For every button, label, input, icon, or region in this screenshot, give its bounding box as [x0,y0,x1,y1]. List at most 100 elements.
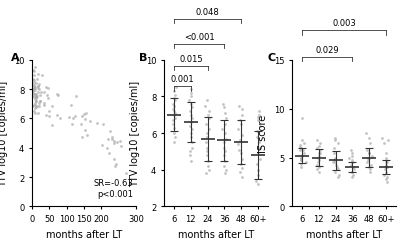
Point [78,136,85,140]
Point [66,116,72,120]
Point [204,113,211,117]
Point [255,152,261,156]
Point [170,110,177,114]
Point [55,93,62,98]
Point [30,86,37,90]
Point [316,144,322,148]
Point [36,100,43,104]
Point [329,161,336,165]
Point [171,126,177,130]
Point [41,90,48,94]
Point [366,156,372,160]
Point [41,103,48,107]
Point [298,156,304,160]
Point [29,105,35,109]
Point [170,113,177,117]
Point [221,106,228,110]
Point [35,84,41,88]
Point [222,172,228,176]
Point [297,148,304,152]
Point [254,115,261,119]
Point [297,143,304,147]
Point [237,139,244,143]
Point [383,158,390,162]
Point [203,122,209,127]
Point [82,117,88,121]
Point [204,99,210,103]
Point [349,154,356,158]
Point [220,102,227,106]
Point [31,84,38,88]
Point [104,137,111,141]
Point [253,179,259,183]
Point [112,163,119,167]
Point [366,151,372,155]
Point [239,133,246,137]
Point [364,161,370,165]
Point [114,140,120,144]
Point [32,106,39,110]
Point [31,93,37,97]
Point [257,157,263,161]
Point [33,95,39,99]
Point [314,168,320,172]
Point [381,141,387,145]
Point [54,114,61,118]
Point [84,134,90,138]
Point [223,168,230,172]
Point [106,151,112,155]
Point [171,132,177,136]
Point [39,74,45,78]
Point [78,122,84,126]
Point [31,79,38,83]
Point [334,166,340,170]
Point [256,110,262,114]
Point [32,93,38,97]
Point [314,138,320,142]
Point [300,148,306,152]
Point [238,163,244,167]
Point [206,117,212,121]
Y-axis label: TTV log10 [copies/ml]: TTV log10 [copies/ml] [130,81,140,186]
Point [173,86,180,90]
Point [34,90,41,94]
Point [298,156,304,160]
X-axis label: months after LT: months after LT [178,229,254,239]
Point [57,117,63,121]
Point [315,156,322,160]
Point [384,175,390,179]
Point [188,102,194,106]
Point [297,158,304,162]
Point [87,120,94,124]
Point [34,85,41,89]
Point [189,146,196,150]
Point [35,73,41,77]
Point [332,171,338,175]
Point [348,171,355,175]
Point [348,164,354,168]
Point [348,175,355,179]
Text: 0.048: 0.048 [196,8,220,17]
Point [188,159,194,163]
Point [35,86,41,90]
Point [382,161,389,165]
Point [32,106,38,110]
Point [220,146,227,150]
Point [317,151,323,155]
Point [29,105,36,109]
Point [34,94,40,98]
Point [69,122,75,127]
Point [314,146,320,150]
Point [34,104,40,108]
Point [37,100,44,104]
Point [205,159,212,163]
Point [32,100,39,104]
Point [32,95,38,99]
Point [238,152,244,156]
Point [348,171,355,175]
Point [383,166,389,170]
Point [255,168,262,172]
Point [79,115,85,119]
Point [298,158,304,162]
Point [112,165,118,169]
